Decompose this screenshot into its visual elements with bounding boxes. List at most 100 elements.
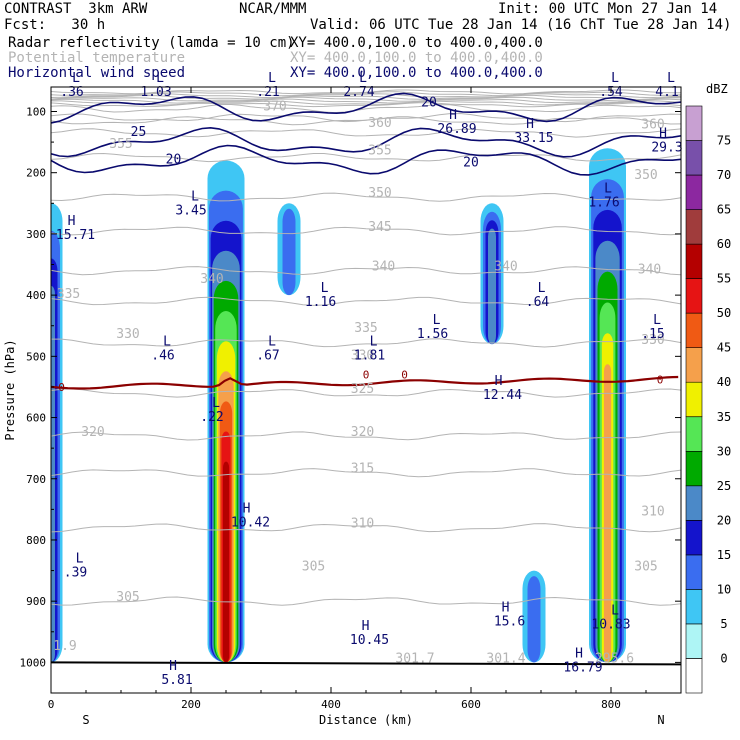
theta-label: 360 [641, 118, 664, 133]
theta-label: 350 [368, 186, 391, 201]
extremum-value: 2.74 [343, 85, 374, 100]
extremum-high-marker: H [243, 502, 251, 517]
theta-contour-upper-6 [51, 100, 681, 106]
extremum-low-marker: L [611, 604, 619, 619]
colorbar-tick-label: 60 [717, 237, 731, 251]
freezing-label: 0 [58, 381, 65, 394]
theta-contour-335 [51, 296, 681, 306]
extremum-value: .67 [256, 348, 279, 363]
extremum-low-marker: L [433, 313, 441, 328]
theta-contour-345 [51, 226, 681, 236]
x-end-label-south: S [82, 713, 89, 727]
colorbar-swatch [685, 140, 703, 176]
theta-label: 330 [116, 327, 139, 342]
colorbar-swatch [685, 589, 703, 625]
theta-label: 340 [638, 263, 661, 278]
colorbar-tick-label: 50 [717, 306, 731, 320]
colorbar-swatch [685, 416, 703, 452]
theta-label: 330 [351, 348, 374, 363]
wind-contour-2 [51, 92, 681, 124]
theta-contour-305 [51, 596, 681, 606]
theta-contour-355 [51, 152, 681, 163]
freezing-label: 0 [363, 369, 370, 382]
y-tick-label: 1000 [20, 656, 47, 669]
theta-label: 310 [351, 517, 374, 532]
colorbar-swatch [685, 209, 703, 245]
extremum-low-marker: L [611, 71, 619, 86]
theta-contour-325 [51, 388, 681, 398]
extremum-value: 1.56 [417, 327, 448, 342]
theta-label: 301.7 [395, 651, 434, 666]
colorbar-swatch [685, 554, 703, 590]
theta-contour-300 [51, 116, 681, 126]
colorbar-swatch [685, 381, 703, 418]
colorbar-swatch [685, 520, 703, 556]
colorbar-tick-label: 10 [717, 582, 731, 596]
extremum-high-marker: H [362, 619, 370, 634]
extremum-value: 15.71 [56, 228, 95, 243]
colorbar-tick-label: 45 [717, 341, 731, 355]
y-tick-label: 300 [26, 228, 46, 241]
colorbar-swatch [685, 174, 703, 210]
theta-label: 301.4 [486, 651, 525, 666]
valid-time: Valid: 06 UTC Tue 28 Jan 14 (16 ChT Tue … [310, 17, 732, 33]
wind-contour-layer [51, 92, 681, 176]
extremum-low-marker: L [370, 334, 378, 349]
x-axis-title: Distance (km) [319, 713, 413, 727]
extremum-low-marker: L [321, 281, 329, 296]
extremum-value: 10.42 [231, 516, 270, 531]
colorbar-tick-label: 5 [720, 617, 727, 631]
theta-label: 295.6 [595, 651, 634, 666]
theta-label: 305 [634, 560, 657, 575]
colorbar-tick-label: 75 [717, 134, 731, 148]
theta-contour-upper-5 [51, 98, 681, 104]
reflectivity-cell-2-band-10 [282, 208, 296, 296]
extremum-value: .36 [60, 85, 83, 100]
extremum-high-marker: H [659, 126, 667, 141]
theta-label: 320 [81, 425, 104, 440]
extremum-low-marker: L [72, 71, 80, 86]
theta-label: 330 [641, 333, 664, 348]
x-tick-label: 200 [181, 698, 201, 711]
extremum-value: 1.16 [305, 295, 336, 310]
extremum-value: 29.3 [651, 140, 682, 155]
x-tick-label: 0 [48, 698, 55, 711]
theta-contour-330 [51, 338, 681, 348]
colorbar: dBZ 0 5 10 15 20 25 30 35 40 45 50 55 60 65 70 75 [685, 82, 731, 694]
extremum-value: .64 [526, 295, 550, 310]
colorbar-swatch [685, 623, 703, 659]
extremum-high-marker: H [68, 214, 76, 229]
extremum-low-marker: L [268, 71, 276, 86]
theta-label: 305 [116, 590, 139, 605]
extremum-low-marker: L [212, 396, 220, 411]
extremum-value: 12.44 [483, 388, 522, 403]
colorbar-swatch [685, 450, 703, 487]
colorbar-swatch [685, 658, 703, 694]
x-tick-label: 600 [461, 698, 481, 711]
wind-contour-1 [51, 126, 681, 158]
extremum-value: 10.45 [350, 633, 389, 648]
extremum-low-marker: L [268, 334, 276, 349]
theta-label: 325 [351, 382, 374, 397]
reflectivity-cell-3-band-20 [488, 228, 496, 344]
theta-contour-365 [51, 112, 681, 123]
theta-contour-upper-3 [51, 94, 681, 101]
extremum-value: 15.6 [494, 615, 525, 630]
x-tick-label: 800 [601, 698, 621, 711]
theta-contour-layer [51, 89, 681, 606]
y-tick-label: 400 [26, 289, 46, 302]
extremum-value: 4.1 [655, 85, 678, 100]
colorbar-swatch [685, 347, 703, 383]
theta-label: 320 [351, 425, 374, 440]
extremum-high-marker: H [449, 108, 457, 123]
colorbar-tick-label: 30 [717, 444, 731, 458]
y-tick-label: 900 [26, 595, 46, 608]
y-tick-label: 600 [26, 412, 46, 425]
extremum-low-marker: L [156, 71, 164, 86]
colorbar-tick-label: 65 [717, 203, 731, 217]
wind-label: 20 [166, 153, 182, 168]
extremum-low-marker: L [163, 334, 171, 349]
theta-contour-upper-2 [51, 92, 681, 99]
colorbar-tick-label: 25 [717, 479, 731, 493]
forecast-hour: Fcst: 30 h [4, 17, 106, 33]
